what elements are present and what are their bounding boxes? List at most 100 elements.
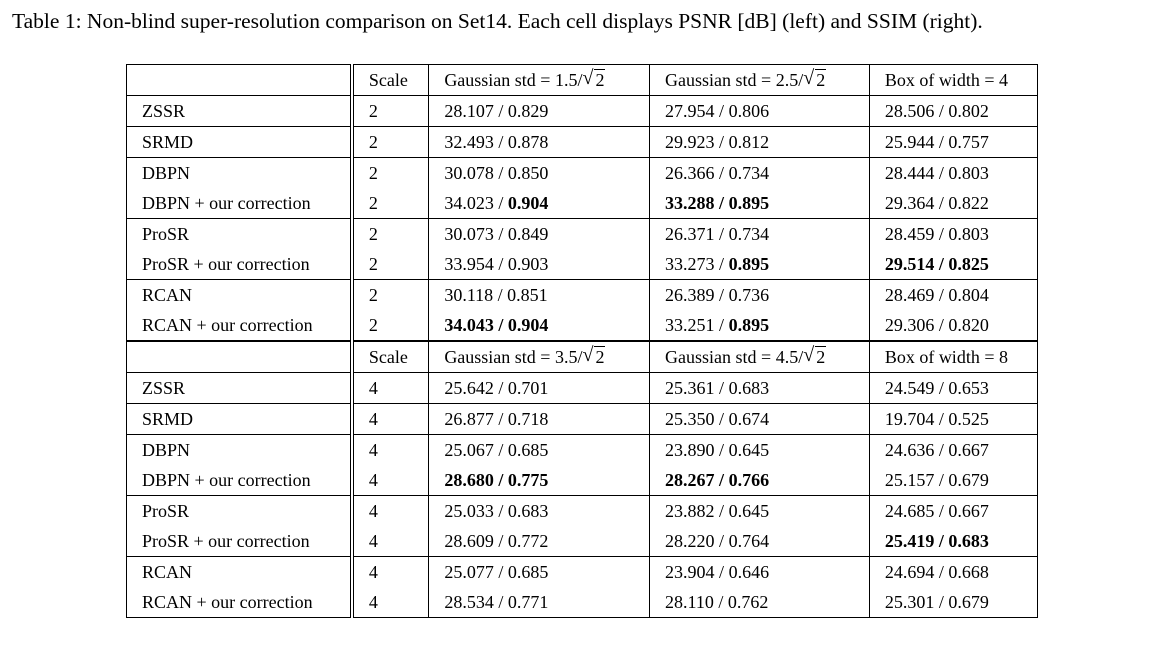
psnr-value: 33.954 bbox=[444, 254, 494, 274]
metric-cell: 25.067 / 0.685 bbox=[428, 434, 651, 465]
psnr-value: 33.273 bbox=[665, 254, 715, 274]
method-name: RCAN bbox=[125, 279, 353, 310]
ssim-value: 0.766 bbox=[728, 470, 770, 490]
metric-cell: 30.073 / 0.849 bbox=[428, 218, 651, 249]
ssim-value: 0.904 bbox=[507, 315, 549, 335]
metric-cell: 33.251 / 0.895 bbox=[649, 310, 870, 341]
ssim-value: 0.764 bbox=[728, 531, 770, 551]
ssim-value: 0.525 bbox=[948, 409, 989, 429]
psnr-value: 28.107 bbox=[444, 101, 494, 121]
scale-value: 4 bbox=[349, 465, 430, 496]
method-name: ZSSR bbox=[125, 372, 353, 404]
ssim-value: 0.734 bbox=[728, 224, 770, 244]
table-row: DBPN + our correction 4 28.680 / 0.775 28.2… bbox=[125, 465, 1039, 496]
ssim-value: 0.895 bbox=[728, 193, 770, 213]
ssim-value: 0.804 bbox=[948, 285, 989, 305]
metric-cell: 28.107 / 0.829 bbox=[428, 95, 651, 127]
ssim-value: 0.812 bbox=[728, 132, 770, 152]
ssim-value: 0.903 bbox=[507, 254, 549, 274]
metric-cell: 28.459 / 0.803 bbox=[868, 218, 1039, 249]
psnr-value: 25.077 bbox=[444, 562, 494, 582]
table-row: ProSR 4 25.033 / 0.683 23.882 / 0.645 24.685… bbox=[125, 495, 1039, 526]
metric-separator: / bbox=[934, 531, 949, 551]
ssim-value: 0.822 bbox=[948, 193, 989, 213]
column-header: Box of width = 8 bbox=[868, 340, 1039, 373]
table-row: DBPN 4 25.067 / 0.685 23.890 / 0.645 24.636 … bbox=[125, 434, 1039, 465]
ssim-value: 0.803 bbox=[948, 163, 989, 183]
psnr-value: 28.534 bbox=[444, 592, 494, 612]
metric-cell: 28.444 / 0.803 bbox=[868, 157, 1039, 188]
psnr-value: 25.301 bbox=[884, 592, 935, 612]
radicand: 2 bbox=[815, 69, 827, 90]
ssim-value: 0.653 bbox=[948, 378, 989, 398]
metric-cell: 33.288 / 0.895 bbox=[649, 188, 870, 219]
ssim-value: 0.667 bbox=[948, 440, 989, 460]
psnr-value: 34.043 bbox=[444, 315, 494, 335]
psnr-value: 30.118 bbox=[444, 285, 494, 305]
psnr-value: 25.157 bbox=[884, 470, 935, 490]
ssim-value: 0.645 bbox=[728, 501, 770, 521]
psnr-value: 28.267 bbox=[665, 470, 715, 490]
psnr-value: 23.890 bbox=[665, 440, 715, 460]
scale-value: 2 bbox=[349, 95, 430, 127]
column-header: Gaussian std = 4.5/√ 2 bbox=[649, 340, 870, 373]
metric-cell: 28.469 / 0.804 bbox=[868, 279, 1039, 310]
table-row: RCAN 2 30.118 / 0.851 26.389 / 0.736 28.469 … bbox=[125, 279, 1039, 310]
metric-cell: 29.364 / 0.822 bbox=[868, 188, 1039, 219]
method-name: DBPN bbox=[125, 157, 353, 188]
scale-value: 4 bbox=[349, 587, 430, 618]
psnr-value: 28.469 bbox=[884, 285, 935, 305]
table-row: ZSSR 4 25.642 / 0.701 25.361 / 0.683 24.549 … bbox=[125, 372, 1039, 404]
metric-cell: 28.534 / 0.771 bbox=[428, 587, 651, 618]
scale-value: 2 bbox=[349, 310, 430, 341]
ssim-value: 0.685 bbox=[507, 440, 549, 460]
metric-cell: 25.033 / 0.683 bbox=[428, 495, 651, 526]
scale-value: 2 bbox=[349, 157, 430, 188]
psnr-value: 23.904 bbox=[665, 562, 715, 582]
ssim-value: 0.683 bbox=[948, 531, 989, 551]
metric-cell: 28.267 / 0.766 bbox=[649, 465, 870, 496]
ssim-value: 0.851 bbox=[507, 285, 548, 305]
psnr-value: 29.514 bbox=[884, 254, 935, 274]
column-header-label: Gaussian std = 2.5/ bbox=[665, 70, 804, 90]
metric-cell: 30.078 / 0.850 bbox=[428, 157, 651, 188]
table-row: RCAN 4 25.077 / 0.685 23.904 / 0.646 24.694 … bbox=[125, 556, 1039, 587]
psnr-value: 34.023 bbox=[444, 193, 494, 213]
psnr-value: 26.877 bbox=[444, 409, 494, 429]
metric-cell: 25.077 / 0.685 bbox=[428, 556, 651, 587]
ssim-value: 0.802 bbox=[948, 101, 989, 121]
metric-cell: 25.350 / 0.674 bbox=[649, 403, 870, 435]
psnr-value: 25.642 bbox=[444, 378, 494, 398]
radical-sign: √ bbox=[582, 67, 594, 89]
psnr-value: 25.350 bbox=[665, 409, 715, 429]
column-header: Gaussian std = 1.5/√ 2 bbox=[428, 64, 651, 96]
metric-cell: 25.419 / 0.683 bbox=[868, 526, 1039, 557]
column-header-label: Box of width = 4 bbox=[884, 70, 1008, 90]
metric-cell: 27.954 / 0.806 bbox=[649, 95, 870, 127]
psnr-value: 29.923 bbox=[665, 132, 715, 152]
table-row: ZSSR 2 28.107 / 0.829 27.954 / 0.806 28.506 … bbox=[125, 95, 1039, 127]
column-header-label: Gaussian std = 4.5/ bbox=[665, 347, 804, 367]
metric-cell: 23.904 / 0.646 bbox=[649, 556, 870, 587]
metric-cell: 33.954 / 0.903 bbox=[428, 249, 651, 280]
ssim-value: 0.849 bbox=[507, 224, 549, 244]
metric-cell: 23.890 / 0.645 bbox=[649, 434, 870, 465]
psnr-value: 24.636 bbox=[884, 440, 935, 460]
ssim-value: 0.757 bbox=[948, 132, 989, 152]
scale-value: 4 bbox=[349, 372, 430, 404]
ssim-value: 0.775 bbox=[507, 470, 549, 490]
scale-value: 4 bbox=[349, 434, 430, 465]
scale-value: 2 bbox=[349, 279, 430, 310]
metric-separator: / bbox=[714, 470, 729, 490]
psnr-value: 32.493 bbox=[444, 132, 494, 152]
metric-cell: 24.549 / 0.653 bbox=[868, 372, 1039, 404]
metric-cell: 28.506 / 0.802 bbox=[868, 95, 1039, 127]
ssim-value: 0.685 bbox=[507, 562, 549, 582]
method-name: DBPN + our correction bbox=[125, 465, 353, 496]
radicand: 2 bbox=[594, 69, 606, 90]
ssim-value: 0.806 bbox=[728, 101, 770, 121]
scale-value: 4 bbox=[349, 526, 430, 557]
sqrt-symbol: √ 2 bbox=[803, 345, 827, 367]
sqrt-symbol: √ 2 bbox=[582, 67, 606, 90]
ssim-value: 0.878 bbox=[507, 132, 549, 152]
